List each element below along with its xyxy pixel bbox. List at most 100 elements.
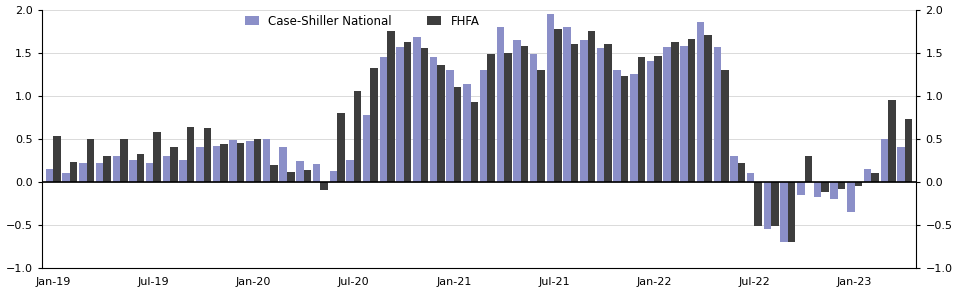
Bar xyxy=(397,47,404,182)
Bar xyxy=(613,70,621,182)
Bar xyxy=(437,66,445,182)
Bar xyxy=(430,57,437,182)
Bar xyxy=(187,127,194,182)
Bar xyxy=(120,139,127,182)
Bar xyxy=(137,154,145,182)
Bar xyxy=(714,47,721,182)
Bar xyxy=(696,23,704,182)
Bar xyxy=(781,182,787,242)
Bar xyxy=(470,102,478,182)
Bar xyxy=(654,56,662,182)
Legend: Case-Shiller National, FHFA: Case-Shiller National, FHFA xyxy=(240,10,485,33)
Bar xyxy=(630,74,638,182)
Bar xyxy=(688,39,696,182)
Bar xyxy=(813,182,821,197)
Bar xyxy=(296,161,304,182)
Bar xyxy=(163,156,171,182)
Bar xyxy=(880,139,888,182)
Bar xyxy=(771,182,779,226)
Bar xyxy=(196,147,203,182)
Bar xyxy=(371,68,378,182)
Bar xyxy=(404,42,411,182)
Bar xyxy=(704,35,712,182)
Bar xyxy=(421,48,428,182)
Bar xyxy=(872,173,878,182)
Bar xyxy=(254,139,262,182)
Bar xyxy=(521,46,528,182)
Bar xyxy=(280,147,287,182)
Bar xyxy=(730,156,738,182)
Bar xyxy=(413,37,421,182)
Bar xyxy=(86,139,94,182)
Bar xyxy=(831,182,838,199)
Bar xyxy=(270,165,278,182)
Bar xyxy=(797,182,805,195)
Bar xyxy=(563,27,571,182)
Bar xyxy=(237,143,244,182)
Bar xyxy=(604,44,612,182)
Bar xyxy=(621,76,628,182)
Bar xyxy=(454,87,462,182)
Bar xyxy=(363,115,371,182)
Bar xyxy=(346,160,354,182)
Bar xyxy=(904,119,912,182)
Bar xyxy=(96,163,103,182)
Bar xyxy=(680,46,688,182)
Bar xyxy=(537,70,545,182)
Bar xyxy=(547,14,554,182)
Bar xyxy=(747,173,755,182)
Bar xyxy=(354,91,361,182)
Bar xyxy=(80,163,86,182)
Bar xyxy=(171,147,177,182)
Bar xyxy=(647,61,654,182)
Bar xyxy=(571,44,579,182)
Bar xyxy=(229,140,237,182)
Bar xyxy=(103,156,111,182)
Bar xyxy=(787,182,795,242)
Bar xyxy=(597,48,604,182)
Bar xyxy=(313,164,320,182)
Bar xyxy=(671,42,678,182)
Bar xyxy=(738,163,745,182)
Bar xyxy=(821,182,829,192)
Bar xyxy=(262,139,270,182)
Bar xyxy=(203,128,211,182)
Bar xyxy=(320,182,328,190)
Bar xyxy=(146,163,153,182)
Bar xyxy=(446,70,454,182)
Bar xyxy=(153,132,161,182)
Bar xyxy=(46,169,54,182)
Bar xyxy=(847,182,855,212)
Bar xyxy=(480,70,488,182)
Bar xyxy=(755,182,762,226)
Bar xyxy=(287,172,294,182)
Bar xyxy=(504,52,512,182)
Bar xyxy=(638,57,645,182)
Bar xyxy=(864,169,872,182)
Bar xyxy=(463,84,470,182)
Bar xyxy=(62,173,70,182)
Bar xyxy=(855,182,862,186)
Bar xyxy=(488,54,495,182)
Bar xyxy=(805,156,812,182)
Bar xyxy=(179,160,187,182)
Bar xyxy=(721,70,729,182)
Bar xyxy=(70,162,78,182)
Bar xyxy=(554,29,561,182)
Bar xyxy=(246,141,254,182)
Bar xyxy=(220,144,228,182)
Bar xyxy=(530,54,537,182)
Bar xyxy=(387,31,395,182)
Bar xyxy=(513,40,521,182)
Bar xyxy=(664,47,671,182)
Bar xyxy=(330,171,337,182)
Bar xyxy=(213,146,220,182)
Bar xyxy=(54,136,60,182)
Bar xyxy=(898,147,904,182)
Bar xyxy=(888,100,896,182)
Bar xyxy=(304,170,311,182)
Bar xyxy=(337,113,345,182)
Bar xyxy=(587,31,595,182)
Bar xyxy=(379,57,387,182)
Bar xyxy=(112,156,120,182)
